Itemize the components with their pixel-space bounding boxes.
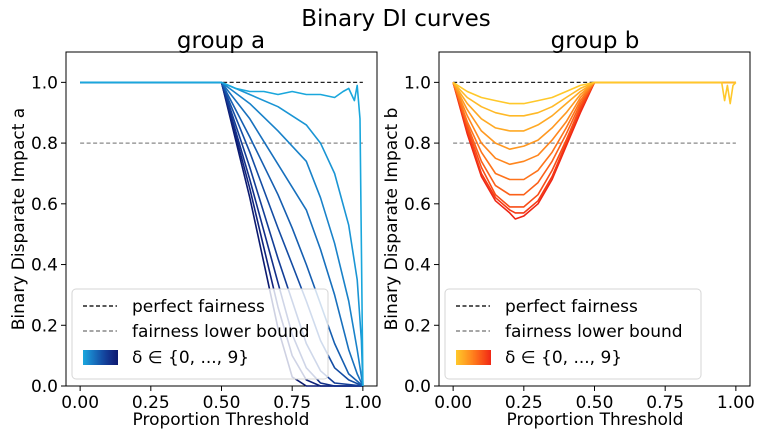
series-line-delta-1: [452, 81, 736, 117]
y-tick-label: 0.4: [404, 256, 431, 276]
x-tick-label: 0.25: [132, 393, 170, 413]
x-tick-label: 0.00: [434, 393, 472, 413]
series-line-delta-2: [452, 81, 736, 132]
x-tick-label: 0.75: [273, 393, 311, 413]
panel-title: group b: [551, 28, 640, 54]
x-axis-label: Proportion Threshold: [507, 410, 684, 430]
y-tick-label: 0.0: [31, 377, 58, 397]
series-line-delta-0: [452, 81, 737, 105]
series-line-delta-8: [452, 81, 736, 214]
x-tick-label: 0.50: [203, 393, 241, 413]
series-line-delta-3: [80, 81, 364, 387]
series-line-delta-3: [452, 81, 736, 150]
legend-swatch-delta-gradient: [456, 350, 491, 365]
legend-label-fairness-lower-bound: fairness lower bound: [132, 322, 310, 342]
panel-group-b: group b 0.00 0.25 0.50 0.75 1.00 0.0 0.2 0.4 0.6…: [382, 28, 755, 430]
y-tick-label: 0.4: [31, 256, 58, 276]
legend-label-delta: δ ∈ {0, ..., 9}: [132, 348, 249, 368]
series-line-delta-4: [80, 81, 364, 387]
series-line-delta-6: [452, 81, 736, 196]
legend-label-perfect-fairness: perfect fairness: [132, 297, 265, 317]
x-tick-label: 0.00: [61, 393, 99, 413]
series-line-delta-9: [452, 81, 736, 220]
series-line-delta-0: [80, 81, 364, 387]
x-tick-label: 0.50: [576, 393, 614, 413]
y-tick-label: 0.6: [404, 195, 431, 215]
x-tick-label: 0.75: [646, 393, 684, 413]
series-line-delta-7: [452, 81, 736, 208]
series-line-delta-5: [80, 81, 364, 387]
panel-group-a: group a 0.00 0.25 0.50 0.75 1.00 0.0 0.2 0.4 0.6…: [9, 28, 382, 430]
y-tick-label: 0.0: [404, 377, 431, 397]
x-tick-label: 1.00: [344, 393, 382, 413]
x-axis-label: Proportion Threshold: [133, 410, 310, 430]
x-tick-label: 0.25: [505, 393, 543, 413]
y-tick-label: 0.8: [31, 134, 58, 154]
legend-frame: [71, 288, 329, 380]
y-tick-label: 0.8: [404, 134, 431, 154]
y-tick-label: 1.0: [404, 73, 431, 93]
y-tick-label: 0.2: [404, 316, 431, 336]
series-line-delta-2: [80, 81, 364, 387]
series-line-delta-1: [80, 81, 364, 387]
legend-label-delta: δ ∈ {0, ..., 9}: [505, 348, 622, 368]
series-line-delta-4: [452, 81, 736, 166]
y-tick-label: 1.0: [31, 73, 58, 93]
legend-frame: [444, 288, 702, 380]
panel-title: group a: [177, 28, 265, 54]
series-line-delta-5: [452, 81, 736, 181]
x-tick-label: 1.00: [717, 393, 755, 413]
legend: perfect fairness fairness lower bound δ …: [444, 288, 702, 380]
y-axis-label: Binary Disparate Impact a: [9, 108, 29, 330]
y-axis-label: Binary Disparate Impact b: [382, 108, 402, 331]
legend-label-perfect-fairness: perfect fairness: [505, 297, 638, 317]
legend-swatch-delta-gradient: [83, 350, 118, 365]
legend: perfect fairness fairness lower bound δ …: [71, 288, 329, 380]
y-tick-label: 0.6: [31, 195, 58, 215]
y-tick-label: 0.2: [31, 316, 58, 336]
legend-label-fairness-lower-bound: fairness lower bound: [505, 322, 683, 342]
figure-title: Binary DI curves: [301, 6, 490, 32]
